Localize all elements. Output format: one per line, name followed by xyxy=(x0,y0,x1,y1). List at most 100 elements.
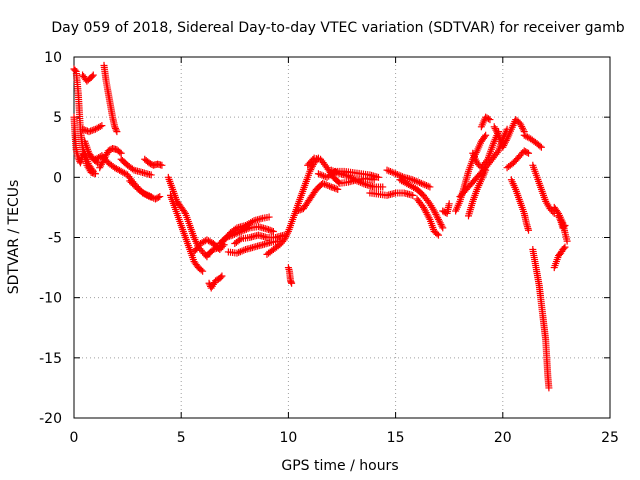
data-point xyxy=(426,183,434,191)
data-point xyxy=(218,272,226,280)
chart-title: Day 059 of 2018, Sidereal Day-to-day VTE… xyxy=(51,20,624,36)
data-point xyxy=(409,191,417,199)
data-point xyxy=(395,171,403,179)
data-point xyxy=(525,149,533,157)
data-point xyxy=(319,179,327,187)
data-point xyxy=(438,222,446,230)
tick-labels: 0 5 10 15 20 25 -20 -15 -10 -5 0 5 10 xyxy=(39,50,619,446)
data-point xyxy=(96,122,104,130)
data-point xyxy=(482,131,490,139)
data-point xyxy=(385,167,393,175)
data-point xyxy=(112,126,120,134)
x-tick-label: 5 xyxy=(177,430,186,446)
data-point xyxy=(431,209,439,217)
data-point xyxy=(232,230,240,238)
data-point xyxy=(236,236,244,244)
data-point xyxy=(422,182,430,190)
data-point xyxy=(296,206,304,214)
data-point xyxy=(148,194,156,202)
data-point xyxy=(116,148,124,156)
data-point xyxy=(89,71,97,79)
data-point xyxy=(314,170,322,178)
data-point xyxy=(329,167,337,175)
data-point xyxy=(320,180,328,188)
data-point xyxy=(493,128,501,136)
data-point xyxy=(560,223,568,231)
ticks xyxy=(73,56,611,419)
data-point xyxy=(517,121,525,129)
data-point xyxy=(235,248,243,256)
data-point xyxy=(205,279,213,287)
data-point xyxy=(263,225,271,233)
data-point xyxy=(265,213,273,221)
data-point xyxy=(392,170,400,178)
data-point xyxy=(379,183,387,191)
data-point xyxy=(410,176,418,184)
data-point xyxy=(502,137,510,145)
y-axis-title: SDTVAR / TECUs xyxy=(6,180,22,295)
data-point xyxy=(492,126,500,134)
data-point xyxy=(435,217,443,225)
data-point xyxy=(433,230,441,238)
data-point xyxy=(225,232,233,240)
data-point xyxy=(434,231,442,239)
data-point xyxy=(326,182,334,190)
y-tick-label: 10 xyxy=(44,50,62,66)
data-point xyxy=(282,233,290,241)
data-point xyxy=(211,245,219,253)
data-point xyxy=(284,229,292,237)
data-point xyxy=(491,124,499,132)
data-point xyxy=(281,234,289,242)
x-tick-label: 0 xyxy=(70,430,79,446)
data-point xyxy=(494,130,502,138)
data-point xyxy=(518,123,526,131)
data-point xyxy=(217,273,225,281)
data-point xyxy=(355,178,363,186)
data-point xyxy=(288,279,296,287)
data-point xyxy=(386,168,394,176)
data-point xyxy=(113,128,121,136)
data-point xyxy=(519,126,527,134)
data-point xyxy=(537,143,545,151)
data-point xyxy=(244,225,252,233)
data-point xyxy=(417,179,425,187)
data-point xyxy=(295,206,303,214)
data-point xyxy=(486,116,494,124)
data-point xyxy=(334,185,342,193)
data-point xyxy=(525,226,533,234)
data-point xyxy=(234,229,242,237)
data-point xyxy=(374,173,382,181)
data-point xyxy=(353,177,361,185)
x-axis-title: GPS time / hours xyxy=(281,458,398,474)
data-point xyxy=(268,227,276,235)
data-point xyxy=(265,226,273,234)
data-point xyxy=(501,140,509,148)
data-point xyxy=(200,238,208,246)
data-point xyxy=(434,214,442,222)
data-point xyxy=(483,157,491,165)
data-point xyxy=(388,168,396,176)
data-point xyxy=(555,213,563,221)
data-point xyxy=(306,167,314,175)
data-point xyxy=(433,212,441,220)
x-tick-label: 25 xyxy=(601,430,619,446)
data-point xyxy=(330,184,338,192)
y-tick-label: -10 xyxy=(39,291,62,307)
data-point xyxy=(128,165,136,173)
data-point xyxy=(158,161,166,169)
y-tick-label: -5 xyxy=(48,231,62,247)
data-point xyxy=(242,225,250,233)
data-point xyxy=(519,124,527,132)
data-point xyxy=(230,230,238,238)
y-tick-label: 5 xyxy=(53,110,62,126)
data-point xyxy=(555,212,563,220)
data-point xyxy=(500,142,508,150)
data-point xyxy=(383,166,391,174)
data-point xyxy=(71,66,79,74)
data-point xyxy=(560,244,568,252)
data-point xyxy=(563,237,571,245)
data-point xyxy=(88,72,96,80)
data-point xyxy=(229,231,237,239)
data-point xyxy=(96,164,104,172)
